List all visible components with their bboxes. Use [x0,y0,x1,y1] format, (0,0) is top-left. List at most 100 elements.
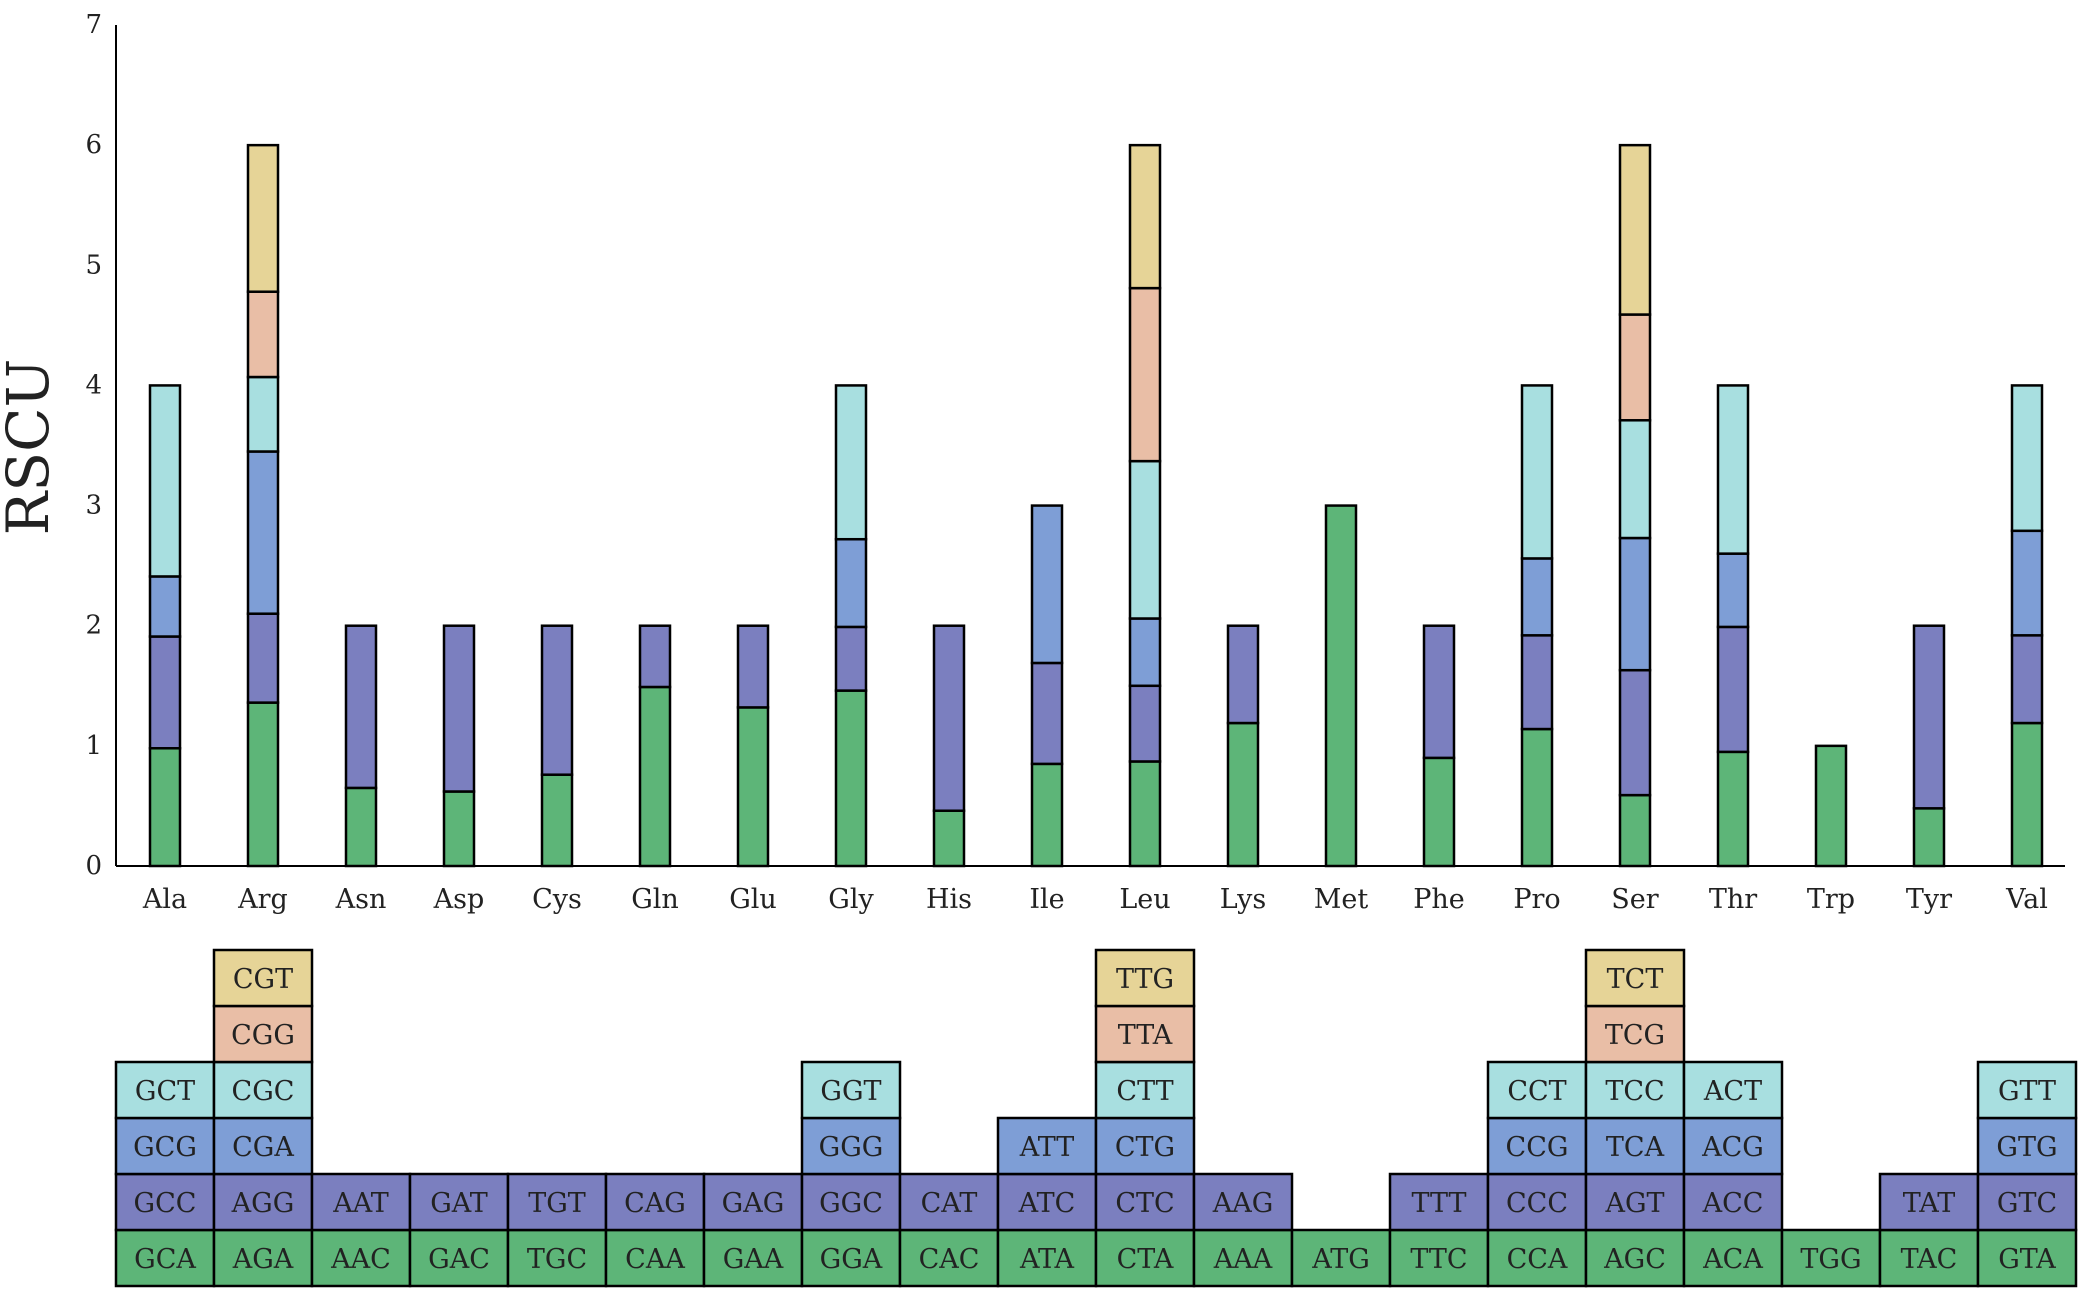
bar-stack-pro [1520,384,1554,868]
codon-label-atg: ATG [1311,1244,1370,1275]
codon-label-tgt: TGT [528,1188,586,1219]
x-tick-label-met: Met [1314,884,1369,915]
bar-stack-tyr [1912,624,1946,868]
codon-cell-agg [212,1172,314,1232]
codon-cell-aac [310,1228,412,1288]
bar-segment-tta [1128,286,1162,463]
x-tick-label-cys: Cys [532,884,582,915]
codon-cell-ctg [1094,1116,1196,1176]
bar-stack-met [1324,504,1358,868]
x-tick-label-pro: Pro [1513,884,1560,915]
codon-cell-gga [800,1228,902,1288]
codon-cell-gtt [1976,1060,2078,1120]
codon-label-cag: CAG [624,1188,686,1219]
codon-label-ccc: CCC [1506,1188,1568,1219]
bar-stack-glu [736,624,770,868]
bar-segment-gct [148,384,182,578]
codon-cell-tcg [1584,1004,1686,1064]
codon-label-att: ATT [1019,1132,1075,1163]
bar-segment-ctt [1128,459,1162,620]
codon-label-cgt: CGT [233,964,293,995]
codon-table: GCA GCC GCG GCT AGA AGG CGA CGC CGG CGT AAC AAT GAC G… [114,948,2078,1288]
x-tick-label-phe: Phe [1413,884,1465,915]
x-tick-label-glu: Glu [729,884,777,915]
codon-label-tgg: TGG [1800,1244,1861,1275]
bar-segment-acg [1716,552,1750,629]
codon-label-gat: GAT [430,1188,488,1219]
codon-label-gta: GTA [1998,1244,2056,1275]
codon-label-acc: ACC [1702,1188,1764,1219]
bar-segment-atg [1324,504,1358,868]
codon-cell-gcg [114,1116,216,1176]
bar-stack-val [2010,384,2044,868]
y-axis-label: RSCU [0,359,62,536]
codon-cell-gat [408,1172,510,1232]
codon-cell-gta [1976,1228,2078,1288]
codon-label-cac: CAC [919,1244,980,1275]
bar-stack-ile [1030,504,1064,868]
codon-cell-cca [1486,1228,1588,1288]
codon-label-tca: TCA [1606,1132,1665,1163]
x-tick-label-ile: Ile [1029,884,1064,915]
codon-cell-tta [1094,1004,1196,1064]
codon-label-agt: AGT [1604,1188,1664,1219]
x-tick-label-thr: Thr [1709,884,1757,915]
bar-segment-gtt [2010,384,2044,533]
codon-label-ccg: CCG [1506,1132,1569,1163]
bar-segment-aca [1716,750,1750,868]
codon-cell-caa [604,1228,706,1288]
x-tick-label-ala: Ala [142,884,187,915]
codon-cell-cct [1486,1060,1588,1120]
bar-stack-arg [246,143,280,868]
codon-label-tat: TAT [1903,1188,1956,1219]
bar-segment-cct [1520,384,1554,560]
codon-cell-cat [898,1172,1000,1232]
bar-segment-atc [1030,661,1064,766]
codon-cell-cgg [212,1004,314,1064]
bar-segment-gta [2010,721,2044,868]
codon-label-tcg: TCG [1605,1020,1665,1051]
bar-segment-caa [638,685,672,868]
bar-segment-tgg [1814,744,1848,868]
bar-segment-cat [932,624,966,812]
codon-label-ctg: CTG [1115,1132,1175,1163]
bar-segment-aga [246,701,280,868]
codon-label-cgg: CGG [231,1020,295,1051]
bar-stack-asn [344,624,378,868]
codon-label-tta: TTA [1118,1020,1173,1051]
bar-segment-tat [1912,624,1946,810]
codon-cell-ggg [800,1116,902,1176]
codon-cell-ttc [1388,1228,1490,1288]
bar-segment-gtg [2010,529,2044,637]
y-axis-ticks: 0 1 2 3 4 5 6 7 [85,10,102,881]
codon-label-tac: TAC [1901,1244,1958,1275]
codon-cell-gtg [1976,1116,2078,1176]
codon-cell-cgc [212,1060,314,1120]
bar-segment-gtc [2010,634,2044,725]
bar-segment-ggg [834,537,868,629]
codon-label-gct: GCT [135,1076,195,1107]
y-tick-label: 5 [85,250,102,280]
x-tick-label-asn: Asn [335,884,387,915]
x-tick-label-tyr: Tyr [1906,884,1952,915]
codon-label-aga: AGA [232,1244,294,1275]
bar-segment-agt [1618,668,1652,797]
bar-segment-tcc [1618,419,1652,540]
bar-stack-lys [1226,624,1260,868]
bar-segment-att [1030,504,1064,665]
bar-segment-tac [1912,807,1946,868]
codon-label-cct: CCT [1507,1076,1566,1107]
codon-label-cga: CGA [232,1132,294,1163]
y-tick-label: 7 [85,10,102,40]
codon-cell-ggc [800,1172,902,1232]
bar-segment-ttc [1422,756,1456,868]
codon-cell-tgc [506,1228,608,1288]
codon-cell-gag [702,1172,804,1232]
codon-cell-cga [212,1116,314,1176]
codon-cell-aag [1192,1172,1294,1232]
codon-label-ttt: TTT [1411,1188,1466,1219]
bar-segment-cgg [246,290,280,379]
codon-label-gtg: GTG [1996,1132,2057,1163]
y-tick-label: 3 [85,491,102,521]
